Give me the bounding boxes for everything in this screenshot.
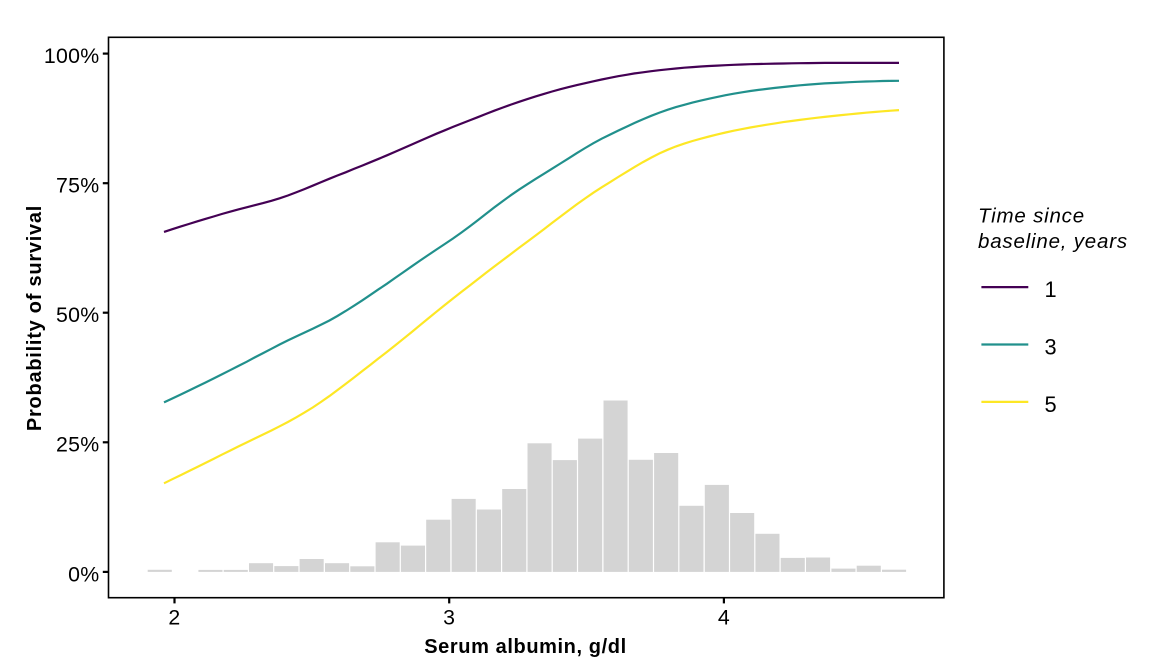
svg-text:Serum albumin, g/dl: Serum albumin, g/dl [424, 636, 627, 658]
svg-text:0%: 0% [68, 562, 99, 586]
svg-text:1: 1 [1045, 277, 1057, 302]
svg-text:50%: 50% [56, 303, 100, 327]
svg-text:2: 2 [168, 606, 180, 630]
svg-text:100%: 100% [44, 44, 100, 68]
svg-text:5: 5 [1045, 392, 1057, 417]
svg-text:3: 3 [1045, 334, 1057, 359]
svg-text:4: 4 [718, 606, 730, 630]
svg-text:25%: 25% [56, 433, 100, 457]
svg-text:Time since: Time since [978, 205, 1085, 228]
svg-text:3: 3 [443, 606, 455, 630]
svg-text:75%: 75% [56, 174, 100, 198]
svg-text:baseline, years: baseline, years [978, 230, 1128, 253]
svg-text:Probability of survival: Probability of survival [24, 205, 46, 431]
